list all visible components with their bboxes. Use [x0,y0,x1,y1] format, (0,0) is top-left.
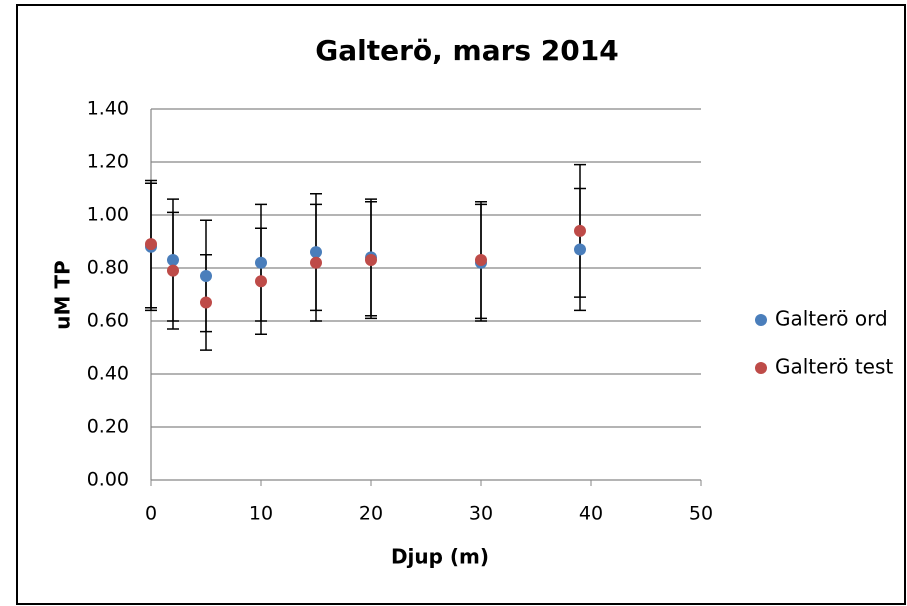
legend-marker [755,362,767,374]
x-tick-label: 0 [145,503,157,525]
y-tick-label: 0.80 [87,257,129,279]
data-point [574,243,586,256]
y-tick-label: 0.00 [87,469,129,491]
data-point [574,224,586,237]
data-point [145,238,157,251]
data-point [167,264,179,277]
y-axis-label: uM TP [51,260,75,329]
data-point [167,254,179,267]
x-tick-label: 40 [579,503,603,525]
y-tick-label: 0.40 [87,363,129,385]
x-tick-label: 20 [359,503,383,525]
x-tick-label: 50 [689,503,713,525]
chart-title: Galterö, mars 2014 [315,34,619,67]
legend-marker [755,314,767,326]
data-point [310,246,322,259]
x-tick-label: 10 [249,503,273,525]
legend-label: Galterö test [775,355,893,379]
data-point [255,256,267,269]
y-tick-label: 1.00 [87,204,129,226]
data-point [475,254,487,267]
legend-label: Galterö ord [775,307,888,331]
data-point [200,296,212,309]
data-point [310,256,322,269]
data-point [200,269,212,282]
y-tick-label: 0.20 [87,416,129,438]
y-tick-label: 1.20 [87,151,129,173]
x-axis-label: Djup (m) [391,545,489,569]
data-point [255,275,267,288]
chart-frame [16,4,906,605]
data-point [365,254,377,267]
x-tick-label: 30 [469,503,493,525]
y-tick-label: 1.40 [87,98,129,120]
y-tick-label: 0.60 [87,310,129,332]
